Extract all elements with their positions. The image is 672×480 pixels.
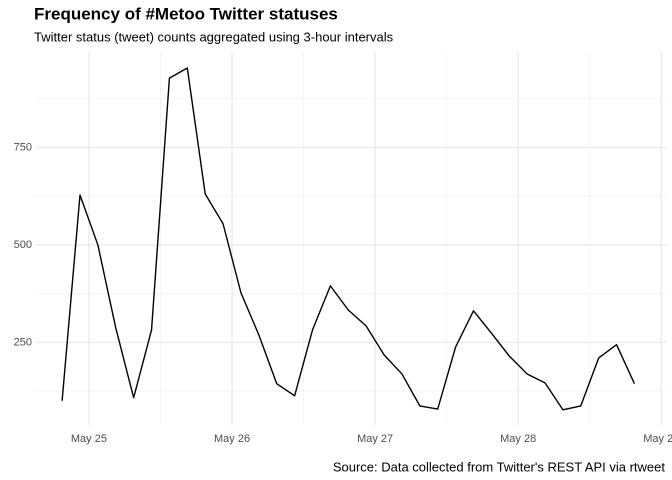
chart-title: Frequency of #Metoo Twitter statuses [34, 4, 338, 23]
chart-subtitle: Twitter status (tweet) counts aggregated… [34, 29, 394, 44]
y-tick-label: 250 [14, 336, 32, 348]
line-series [61, 67, 636, 411]
x-tick-label: May 25 [71, 433, 107, 445]
x-tick-label: May 29 [643, 433, 672, 445]
y-tick-label: 500 [14, 239, 32, 251]
x-tick-label: May 26 [214, 433, 250, 445]
x-tick-label: May 27 [357, 433, 393, 445]
y-tick-label: 750 [14, 141, 32, 153]
chart-caption: Source: Data collected from Twitter's RE… [333, 459, 666, 474]
x-tick-label: May 28 [500, 433, 536, 445]
